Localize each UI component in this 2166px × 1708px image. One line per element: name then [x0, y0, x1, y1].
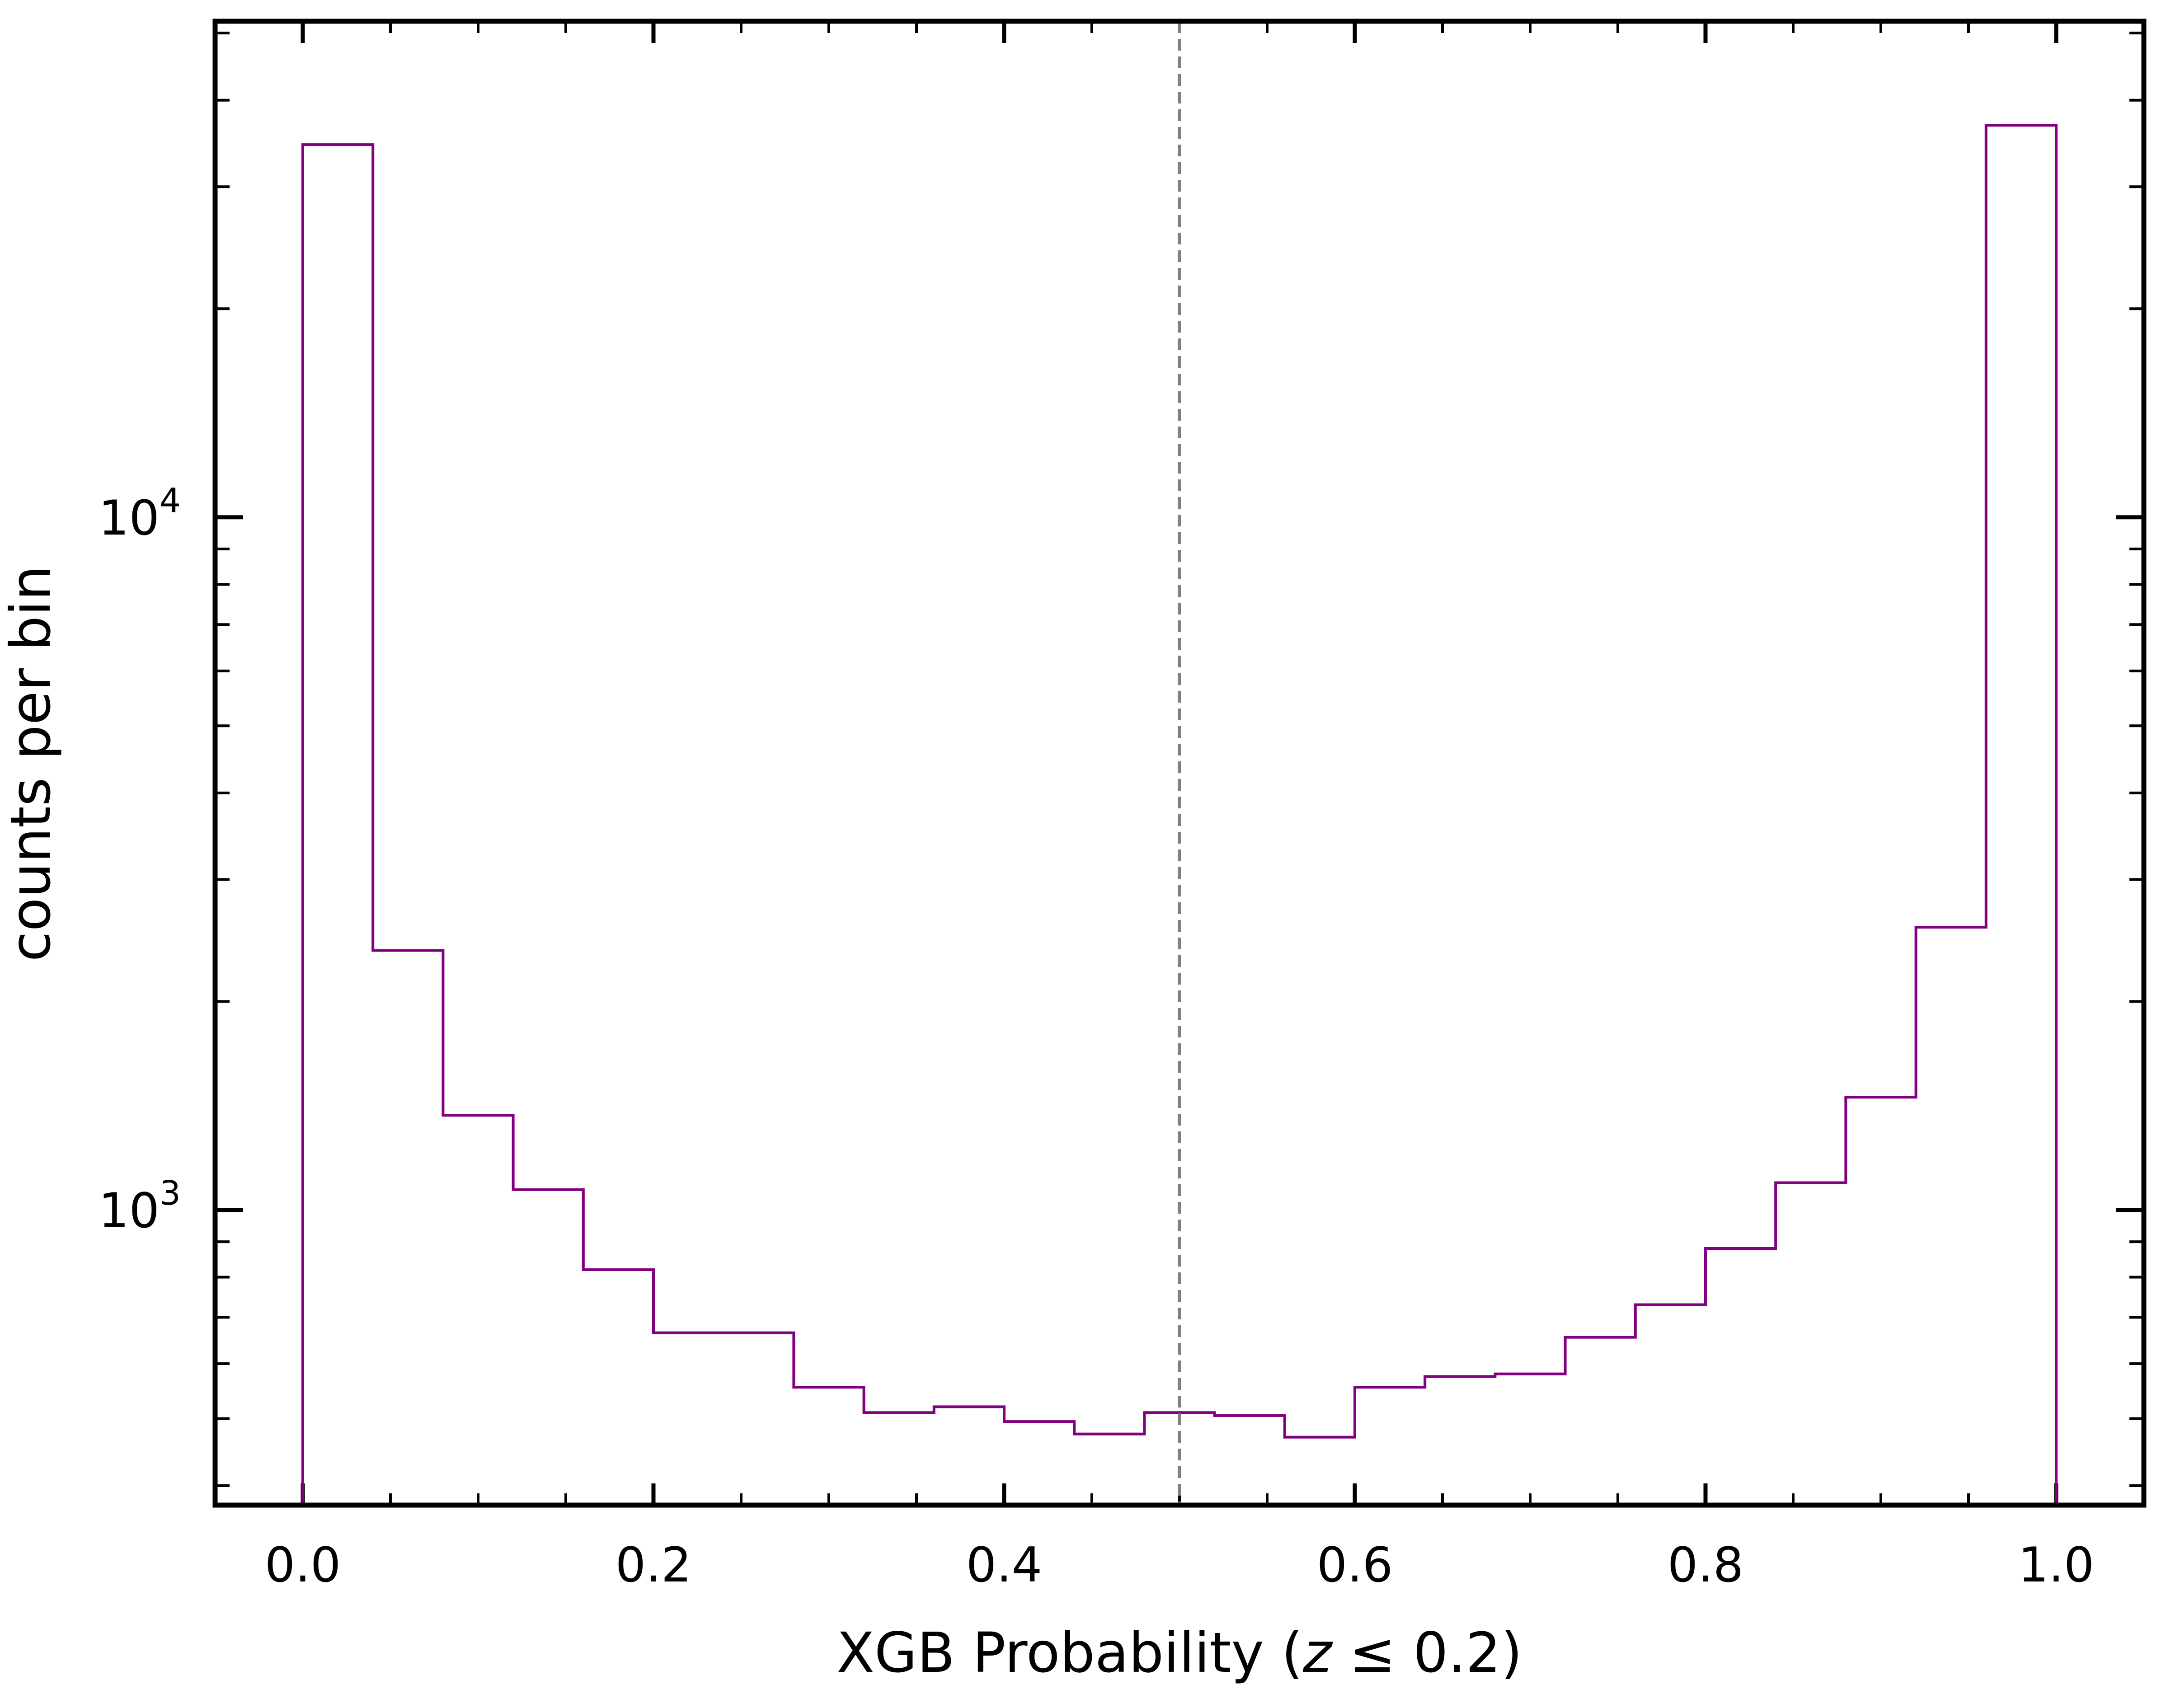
x-tick-labels: 0.0 0.2 0.4 0.6 0.8 1.0: [265, 1537, 2095, 1593]
y-tick-label: 103: [99, 1174, 181, 1239]
x-tick-label: 1.0: [2018, 1537, 2095, 1593]
plot-frame: [212, 19, 2147, 1508]
x-tick-label: 0.0: [265, 1537, 341, 1593]
y-tick-labels: 103 104: [99, 481, 181, 1239]
y-tick-label: 104: [99, 481, 181, 546]
y-axis-label: counts per bin: [0, 566, 63, 962]
x-axis-label: XGB Probability (z ≤ 0.2): [836, 1621, 1522, 1685]
x-tick-label: 0.4: [966, 1537, 1043, 1593]
x-tick-label: 0.2: [616, 1537, 692, 1593]
x-tick-label: 0.6: [1317, 1537, 1393, 1593]
histogram-step-line: [301, 124, 2058, 1505]
x-tick-label: 0.8: [1668, 1537, 1744, 1593]
